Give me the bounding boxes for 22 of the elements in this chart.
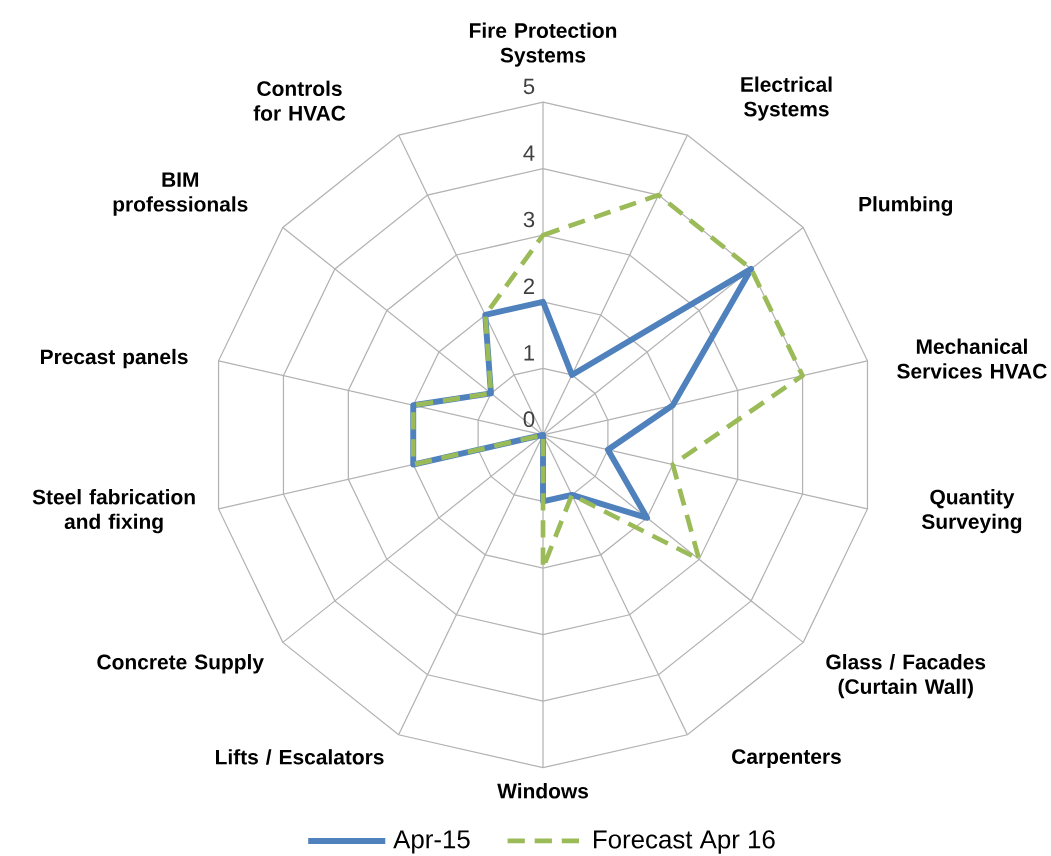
y-tick-label: 4	[523, 145, 535, 161]
spoke-label: Plumbing	[859, 196, 953, 216]
spoke-label: Steel fabrication and fixing	[32, 489, 195, 534]
spoke-label: Fire Protection Systems	[469, 22, 617, 67]
y-tick-label: 0	[523, 411, 535, 428]
spoke-label: Carpenters	[732, 749, 841, 769]
y-tick-label: 1	[524, 345, 535, 361]
spoke-label: Lifts / Escalators	[216, 749, 384, 765]
y-tick-label: 5	[523, 78, 535, 95]
legend-label: Forecast Apr 16	[594, 830, 775, 854]
spoke-label: Electrical Systems	[741, 76, 832, 121]
spoke-label: Quantity Surveying	[921, 489, 1022, 534]
spoke-label: Glass / Facades (Curtain Wall)	[826, 654, 986, 699]
spoke-label: Concrete Supply	[97, 654, 264, 674]
spoke-label: Windows	[497, 783, 589, 799]
legend-label: Apr-15	[393, 830, 470, 854]
y-tick-label: 2	[523, 278, 535, 294]
spoke-label: BIM professionals	[113, 172, 248, 216]
y-tick-label: 3	[523, 211, 535, 228]
spoke-label: Mechanical Services HVAC	[897, 338, 1047, 379]
spoke-label: Controls for HVAC	[253, 80, 346, 121]
spoke-label: Precast panels	[41, 348, 188, 369]
